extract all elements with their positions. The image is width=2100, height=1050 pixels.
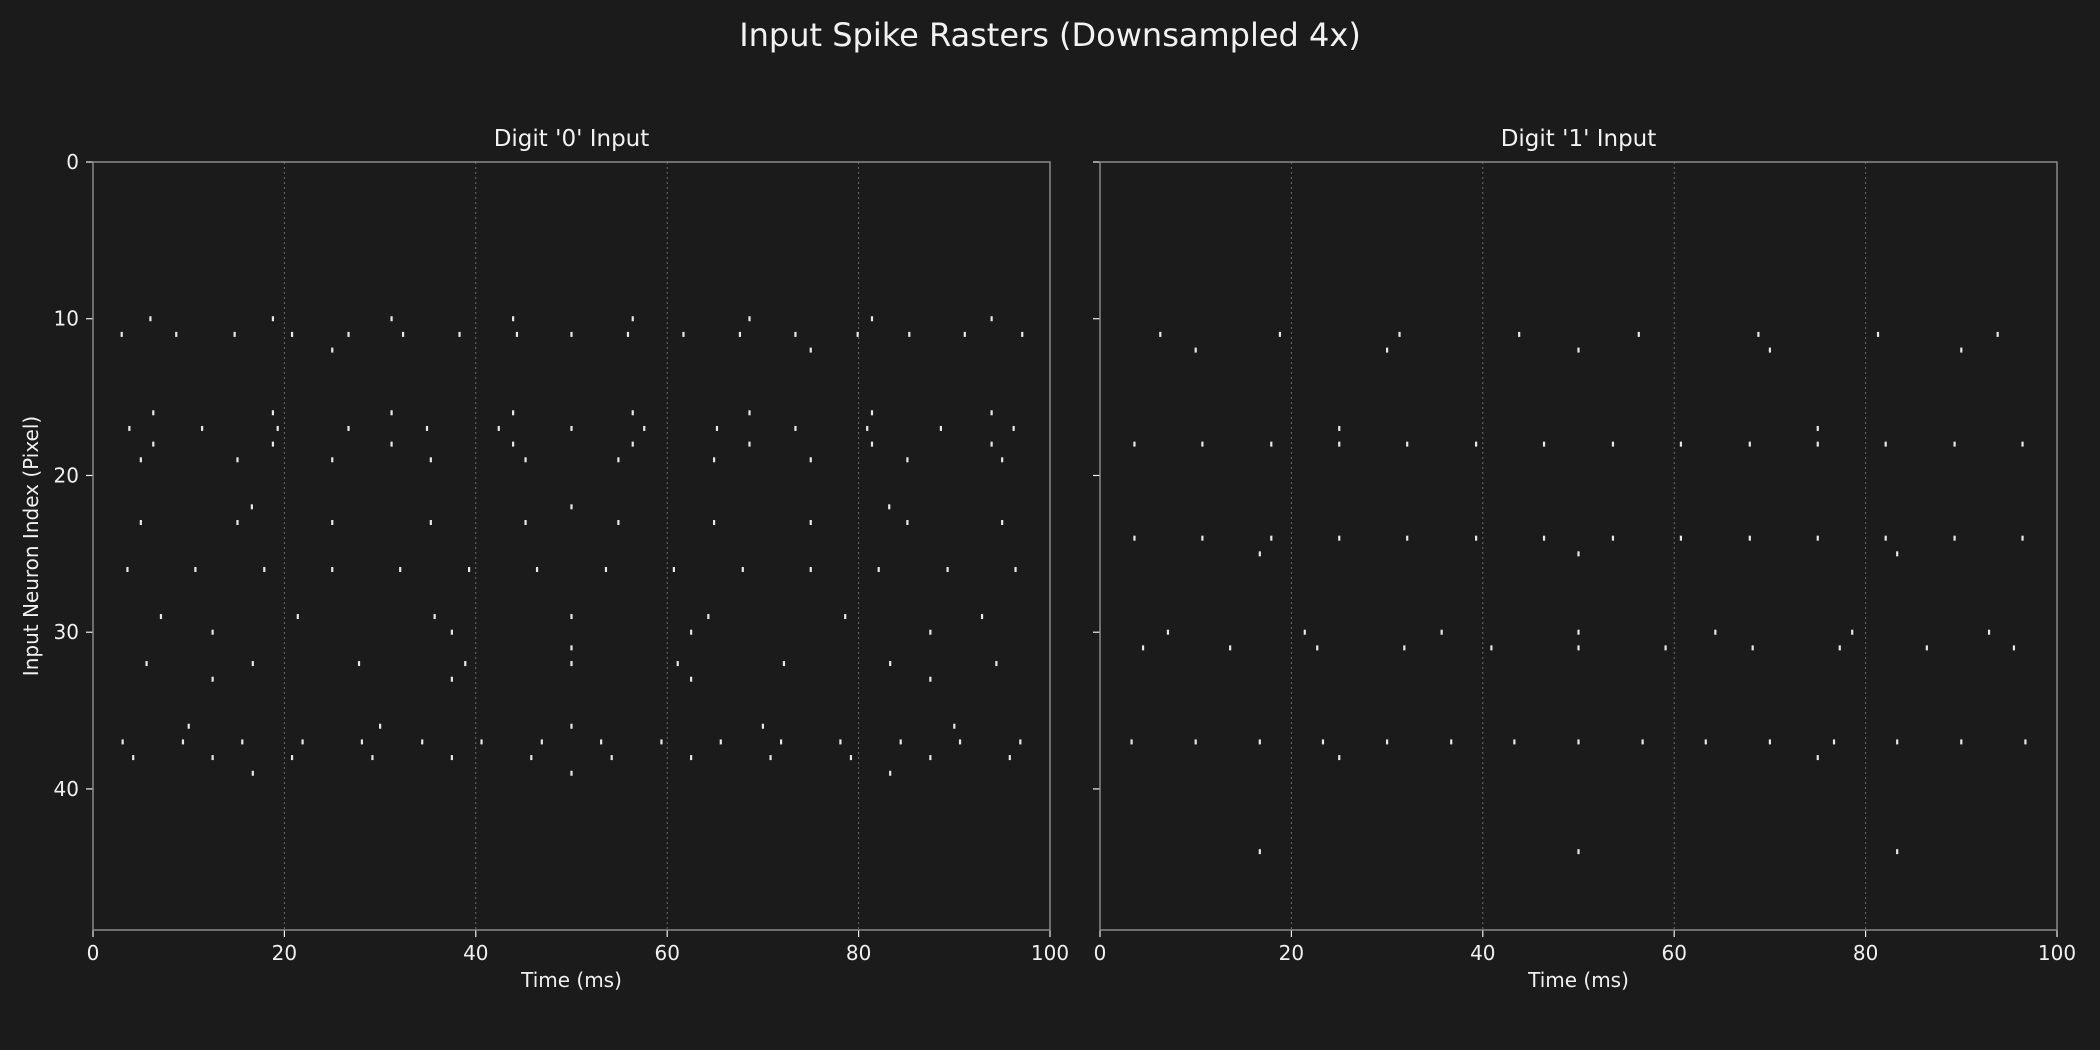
y-tick-label: 0 [66,150,79,174]
x-tick-label: 100 [1031,941,1069,965]
x-axis-label-digit-1: Time (ms) [1527,968,1629,992]
x-tick-label: 0 [1094,941,1107,965]
grid-lines-digit-0 [283,162,860,930]
y-tick-label: 30 [54,620,79,644]
y-tick-label: 40 [54,777,79,801]
axes-frame-digit-1 [1099,161,2058,931]
x-tick-label: 20 [272,941,297,965]
grid-lines-digit-1 [1290,162,1867,930]
axis-ticks-digit-0: 0 20 40 60 80 100 0 10 20 30 40 [54,150,1070,965]
x-tick-label: 20 [1279,941,1304,965]
x-tick-label: 60 [1661,941,1686,965]
panel-digit-1: Digit '1' Input Time (ms) 0 20 40 60 80 100 [1093,126,2076,992]
panel-title-digit-0: Digit '0' Input [494,126,650,152]
panel-title-digit-1: Digit '1' Input [1501,126,1657,152]
y-tick-label: 20 [54,463,79,487]
x-tick-label: 40 [1470,941,1495,965]
spike-raster-digit-0 [120,316,1024,776]
x-tick-label: 100 [2038,941,2076,965]
x-tick-label: 40 [463,941,488,965]
x-tick-label: 0 [87,941,100,965]
axis-ticks-digit-1: 0 20 40 60 80 100 [1093,161,2076,965]
y-axis-label: Input Neuron Index (Pixel) [19,416,43,676]
figure-title: Input Spike Rasters (Downsampled 4x) [739,16,1361,54]
x-tick-label: 80 [846,941,871,965]
axes-frame-digit-0 [92,161,1051,931]
panel-digit-0: Digit '0' Input Time (ms) Input Neuron I… [19,126,1069,992]
x-tick-label: 60 [654,941,679,965]
spike-raster-digit-1 [1130,331,2027,855]
y-tick-label: 10 [54,307,79,331]
x-axis-label-digit-0: Time (ms) [520,968,622,992]
x-tick-label: 80 [1853,941,1878,965]
